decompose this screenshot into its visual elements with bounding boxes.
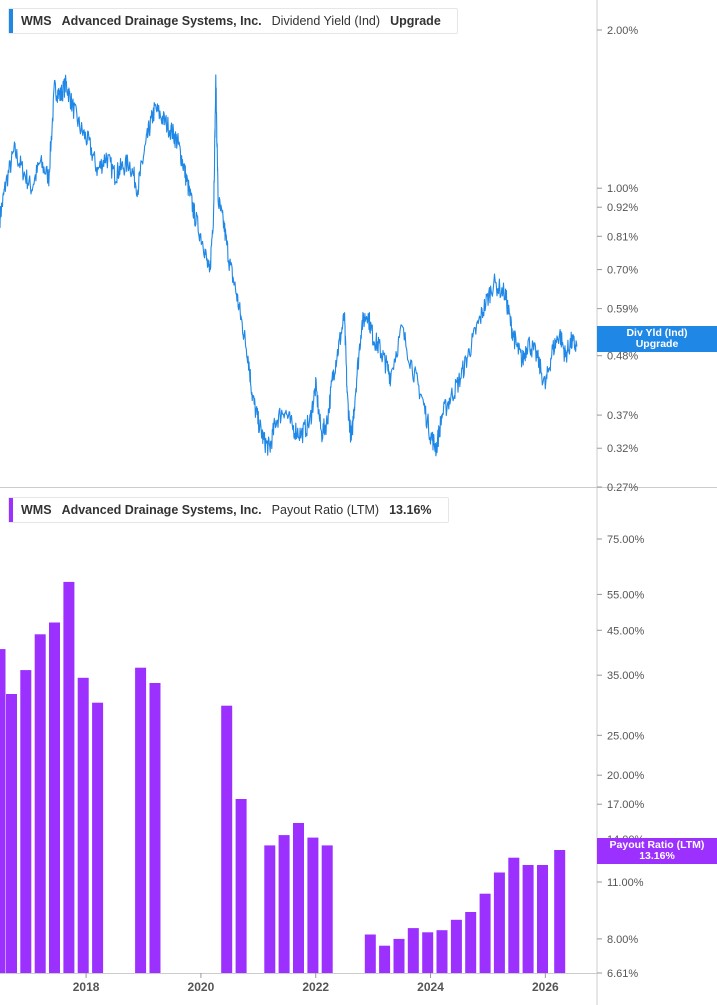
payout-ratio-bar <box>235 799 247 973</box>
payout-ratio-bar <box>422 932 434 973</box>
payout-ratio-bar <box>49 622 60 973</box>
bottom-legend-ticker: WMS <box>21 503 52 517</box>
payout-y-tick-label: 17.00% <box>607 799 645 811</box>
payout-ratio-bar <box>479 893 491 973</box>
payout-last-value-tag: Payout Ratio (LTM) 13.16% <box>597 838 717 864</box>
top-legend-swatch <box>9 9 13 33</box>
top-legend-metric: Dividend Yield (Ind) <box>271 14 381 28</box>
yield-y-tick-label: 0.81% <box>607 231 638 243</box>
x-tick-label: 2020 <box>188 980 215 994</box>
payout-ratio-bar <box>34 634 46 973</box>
yield-tag-line1: Div Yld (Ind) <box>626 327 688 339</box>
yield-y-tick-label: 0.32% <box>607 443 638 455</box>
payout-y-tick-label: 20.00% <box>607 770 645 782</box>
x-tick-label: 2024 <box>417 980 444 994</box>
yield-y-tick-label: 2.00% <box>607 25 638 37</box>
payout-y-tick-label: 11.00% <box>607 877 644 889</box>
payout-y-tick-label: 6.61% <box>607 968 638 980</box>
payout-ratio-bar <box>63 581 75 973</box>
dividend-yield-line <box>0 74 578 457</box>
payout-ratio-bar <box>221 705 233 973</box>
yield-y-tick-label: 0.59% <box>607 304 638 316</box>
payout-ratio-bar <box>135 667 147 973</box>
payout-y-tick-label: 75.00% <box>607 534 645 546</box>
payout-ratio-bar <box>77 677 89 973</box>
payout-ratio-bar <box>493 872 505 973</box>
payout-ratio-bar <box>6 694 17 973</box>
payout-ratio-bar <box>92 702 104 973</box>
top-legend[interactable]: WMS Advanced Drainage Systems, Inc. Divi… <box>8 8 458 34</box>
yield-y-tick-label: 0.48% <box>607 351 638 363</box>
payout-y-tick-label: 25.00% <box>607 730 645 742</box>
payout-ratio-bar <box>264 845 276 973</box>
payout-ratio-bar <box>537 865 548 973</box>
payout-tag-line1: Payout Ratio (LTM) <box>609 839 705 851</box>
top-legend-ticker: WMS <box>21 14 52 28</box>
payout-ratio-bar <box>407 928 419 973</box>
x-tick-label: 2018 <box>73 980 100 994</box>
payout-y-tick-label: 35.00% <box>607 670 645 682</box>
payout-ratio-bar <box>379 945 391 973</box>
yield-y-tick-label: 1.00% <box>607 183 638 195</box>
yield-y-tick-label: 0.27% <box>607 482 638 494</box>
x-tick-label: 2022 <box>302 980 329 994</box>
payout-ratio-bar <box>20 670 32 973</box>
payout-ratio-bar <box>465 912 477 973</box>
payout-ratio-bar <box>450 919 462 973</box>
payout-ratio-bar <box>522 865 534 973</box>
yield-y-tick-label: 0.70% <box>607 265 638 277</box>
payout-ratio-bar <box>278 835 290 973</box>
payout-ratio-bar <box>554 850 566 973</box>
payout-ratio-bar <box>149 683 161 973</box>
bottom-legend-metric: Payout Ratio (LTM) <box>271 503 380 517</box>
yield-last-value-tag: Div Yld (Ind) Upgrade <box>597 326 717 352</box>
yield-tag-line2: Upgrade <box>635 338 679 350</box>
bottom-legend-swatch <box>9 498 13 522</box>
payout-ratio-bar <box>293 823 304 973</box>
top-legend-company: Advanced Drainage Systems, Inc. <box>61 14 262 28</box>
payout-y-tick-label: 45.00% <box>607 625 645 637</box>
payout-tag-line2: 13.16% <box>639 850 675 862</box>
bottom-legend-value: 13.16% <box>389 503 432 517</box>
top-legend-value[interactable]: Upgrade <box>390 14 441 28</box>
payout-ratio-bar <box>321 845 333 973</box>
yield-y-tick-label: 0.92% <box>607 202 638 214</box>
payout-ratio-bar <box>508 857 520 973</box>
bottom-legend-company: Advanced Drainage Systems, Inc. <box>61 503 262 517</box>
payout-y-tick-label: 8.00% <box>607 934 638 946</box>
bottom-legend[interactable]: WMS Advanced Drainage Systems, Inc. Payo… <box>8 497 449 523</box>
x-tick-label: 2026 <box>532 980 559 994</box>
payout-ratio-bar <box>307 837 319 973</box>
yield-y-tick-label: 0.37% <box>607 410 638 422</box>
payout-ratio-bar <box>393 938 405 973</box>
payout-ratio-bar <box>364 934 376 973</box>
payout-y-tick-label: 55.00% <box>607 589 645 601</box>
payout-ratio-bar <box>436 930 448 973</box>
payout-ratio-bar <box>0 649 6 973</box>
